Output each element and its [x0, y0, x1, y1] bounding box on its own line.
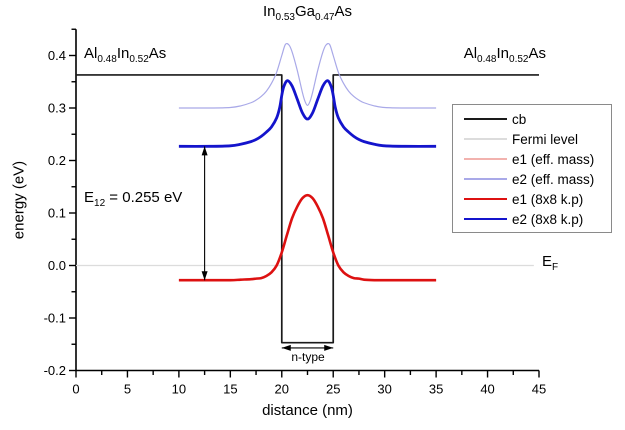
- svg-text:0.1: 0.1: [48, 206, 66, 221]
- legend-line-sample-e2-eff: [464, 178, 507, 180]
- series-cb: [76, 74, 539, 344]
- svg-text:0.3: 0.3: [48, 101, 66, 116]
- left-material-label: Al0.48In0.52As: [84, 45, 167, 65]
- y-axis-label: energy (eV): [10, 160, 28, 240]
- legend-line-sample-e1-kp: [464, 197, 507, 201]
- svg-text:20: 20: [275, 382, 289, 397]
- x-axis-label: distance (nm): [262, 402, 353, 419]
- annotation-arrows: [201, 146, 334, 351]
- legend-item: cb: [464, 109, 611, 129]
- legend-item-label: cb: [512, 111, 527, 127]
- fermi-level-label: EF: [542, 253, 559, 273]
- legend-line-sample-e1-eff: [464, 158, 507, 160]
- legend-item: e1 (eff. mass): [464, 149, 611, 169]
- svg-text:0.4: 0.4: [48, 48, 66, 63]
- legend-line-sample-cb: [464, 118, 507, 120]
- n-type-label: n-type: [291, 350, 325, 364]
- series-e2-eff-mass-: [178, 42, 437, 109]
- series-e1-8x8-k-p-: [178, 193, 437, 282]
- legend-item-label: Fermi level: [512, 131, 579, 147]
- legend-item: Fermi level: [464, 129, 611, 149]
- svg-text:30: 30: [377, 382, 391, 397]
- tick-labels: 0 5 10 15 20 25 30 35 40 45 -0.2 -0.1 0.0 0.1 0.2 0.3 0.…: [44, 48, 547, 397]
- legend-item: e2 (8x8 k.p): [464, 209, 611, 229]
- svg-text:45: 45: [532, 382, 546, 397]
- svg-text:15: 15: [223, 382, 237, 397]
- series-e1-eff-mass-: [178, 194, 437, 281]
- legend-item-label: e1 (8x8 k.p): [512, 191, 584, 207]
- legend-line-sample-e2-kp: [464, 217, 507, 221]
- legend-item-label: e2 (8x8 k.p): [512, 211, 584, 227]
- svg-text:-0.1: -0.1: [44, 311, 66, 326]
- axes: [75, 29, 539, 372]
- svg-text:0.2: 0.2: [48, 153, 66, 168]
- svg-text:25: 25: [326, 382, 340, 397]
- legend-item: e1 (8x8 k.p): [464, 189, 611, 209]
- data-series: [76, 42, 539, 344]
- right-material-label: Al0.48In0.52As: [463, 45, 546, 65]
- legend-item-label: e1 (eff. mass): [512, 151, 595, 167]
- series-e2-8x8-k-p-: [178, 79, 437, 148]
- svg-text:-0.2: -0.2: [44, 363, 66, 378]
- svg-text:5: 5: [124, 382, 131, 397]
- chart-title: In0.53Ga0.47As: [263, 3, 352, 23]
- legend-item-label: e2 (eff. mass): [512, 171, 595, 187]
- legend-line-sample-fermi: [464, 138, 507, 140]
- e12-energy-annotation: E12 = 0.255 eV: [84, 189, 183, 209]
- svg-text:0: 0: [72, 382, 79, 397]
- svg-text:40: 40: [480, 382, 494, 397]
- legend-item: e2 (eff. mass): [464, 169, 611, 189]
- svg-text:35: 35: [429, 382, 443, 397]
- svg-text:10: 10: [172, 382, 186, 397]
- svg-text:0.0: 0.0: [48, 258, 66, 273]
- legend: cb Fermi level e1 (eff. mass) e2 (eff. m…: [452, 104, 612, 233]
